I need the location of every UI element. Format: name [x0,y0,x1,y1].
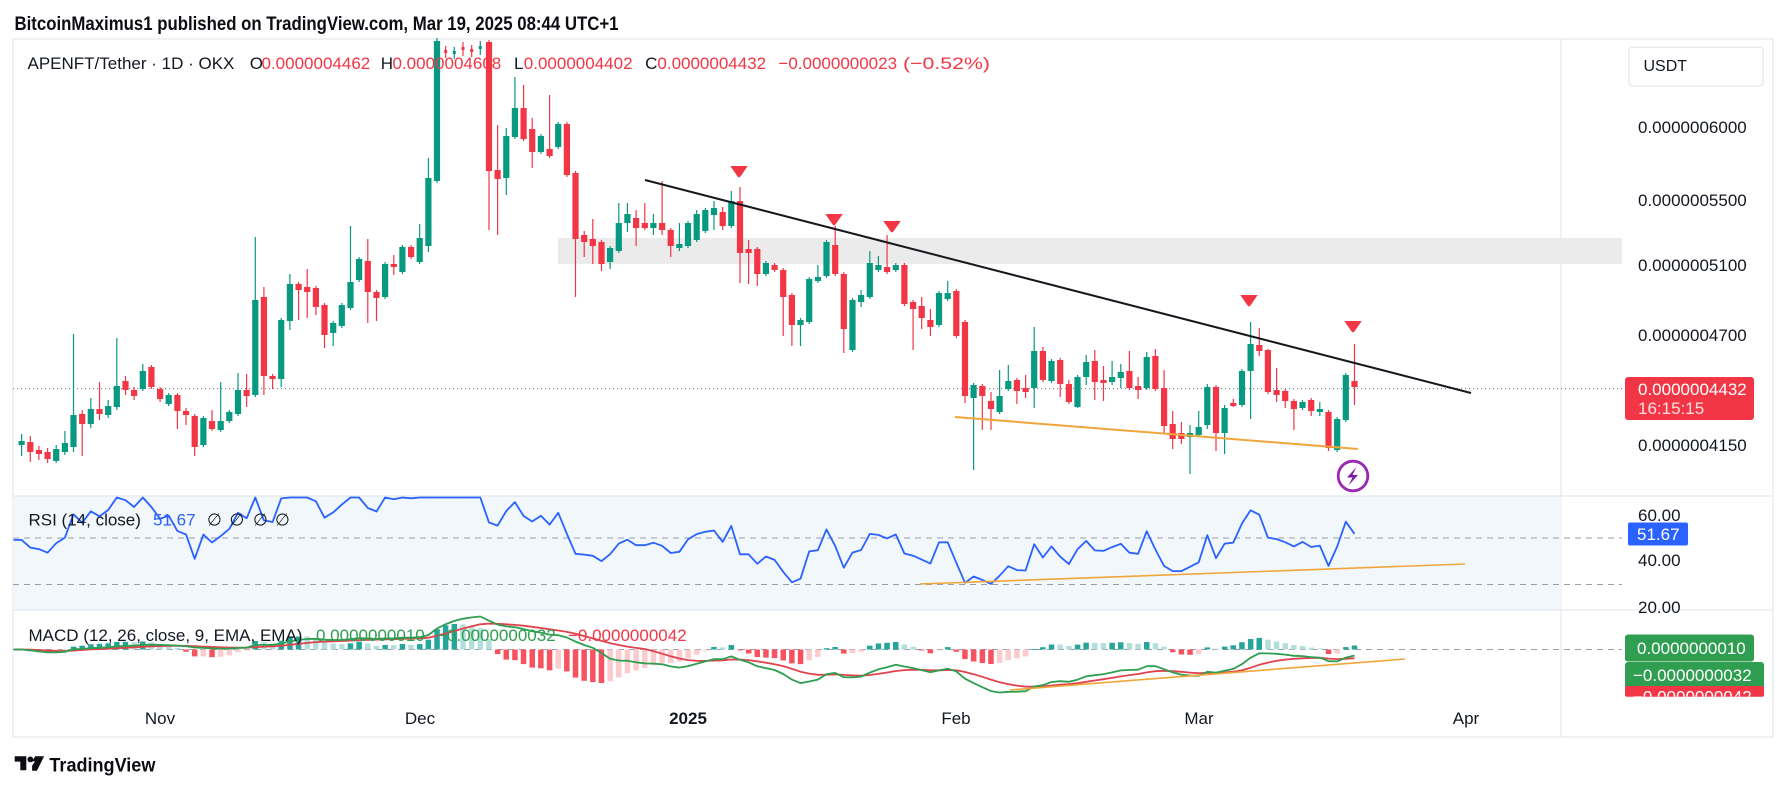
svg-text:40.00: 40.00 [1638,551,1681,570]
svg-text:20.00: 20.00 [1638,598,1681,617]
svg-text:Apr: Apr [1453,709,1480,728]
svg-text:RSI (14, close)51.67∅∅∅∅: RSI (14, close) 51.67 ∅ ∅ ∅ ∅ [29,511,290,530]
svg-text:0.0000004700: 0.0000004700 [1638,326,1747,345]
svg-text:0.0000004432: 0.0000004432 [1638,380,1747,399]
svg-text:2025: 2025 [669,709,707,728]
svg-text:0.0000000010: 0.0000000010 [1637,639,1746,658]
svg-text:0.0000004150: 0.0000004150 [1638,436,1747,455]
svg-text:0.0000005500: 0.0000005500 [1638,191,1747,210]
svg-text:0.0000006000: 0.0000006000 [1638,118,1747,137]
svg-text:−0.0000000032: −0.0000000032 [1633,666,1752,685]
svg-text:Mar: Mar [1184,709,1214,728]
svg-text:MACD (12, 26, close, 9, EMA, E: MACD (12, 26, close, 9, EMA, EMA) 0.00000… [29,626,687,645]
svg-text:BitcoinMaximus1 published on T: BitcoinMaximus1 published on TradingView… [15,13,619,35]
svg-text:16:15:15: 16:15:15 [1638,399,1704,418]
svg-text:USDT: USDT [1644,58,1688,75]
svg-text:51.67: 51.67 [1637,525,1680,544]
svg-text:Feb: Feb [941,709,970,728]
svg-text:TradingView: TradingView [49,755,155,776]
svg-text:60.00: 60.00 [1638,506,1681,525]
svg-text:0.0000005100: 0.0000005100 [1638,256,1747,275]
svg-text:Nov: Nov [145,709,176,728]
svg-text:−0.0000000042: −0.0000000042 [1633,688,1752,707]
svg-text:Dec: Dec [405,709,436,728]
